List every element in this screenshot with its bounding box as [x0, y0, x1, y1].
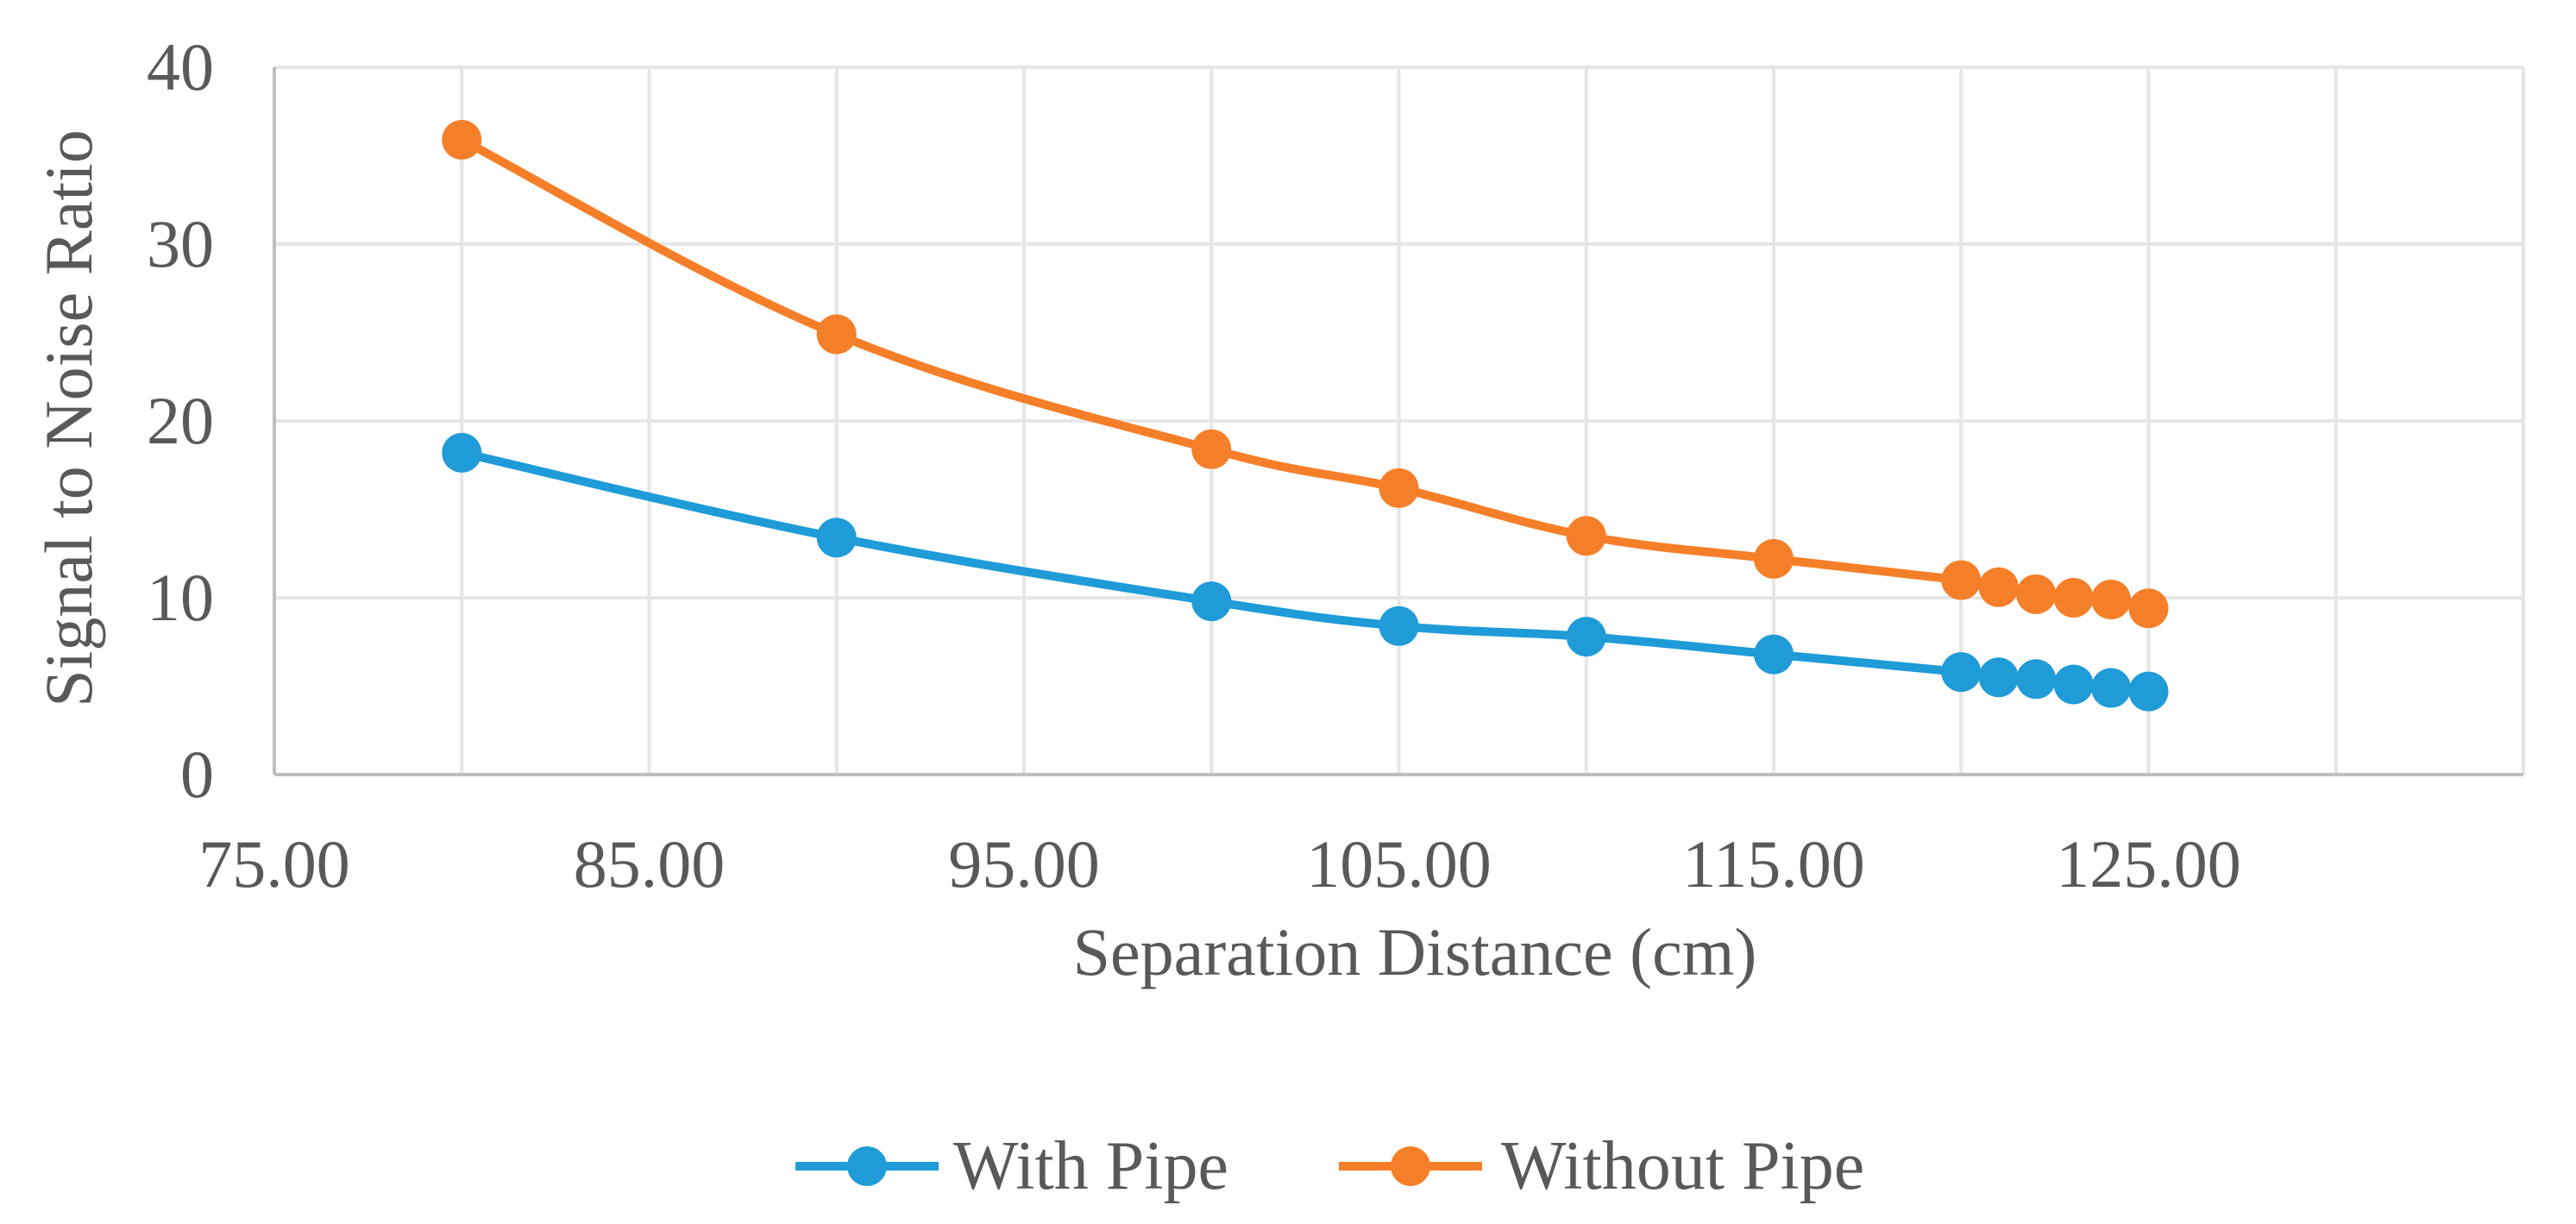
data-point	[2091, 668, 2132, 708]
legend-item: Without Pipe	[1339, 1128, 1864, 1204]
data-point	[1191, 429, 1232, 469]
data-point	[2091, 580, 2132, 620]
data-point	[1379, 468, 1419, 508]
y-tick-label: 10	[147, 560, 214, 635]
y-tick-label: 40	[147, 29, 214, 104]
data-point	[2053, 664, 2094, 705]
x-tick-label: 75.00	[198, 826, 350, 901]
y-tick-label: 20	[147, 383, 214, 458]
x-tick-label: 105.00	[1306, 826, 1492, 901]
legend-item: With Pipe	[795, 1128, 1228, 1204]
x-tick-label: 115.00	[1682, 826, 1865, 901]
series-group	[442, 120, 2169, 712]
data-point	[1941, 560, 1982, 600]
data-point	[2128, 588, 2169, 629]
data-point	[1978, 567, 2019, 607]
data-point	[816, 314, 857, 355]
data-point	[1191, 581, 1232, 622]
legend: With Pipe Without Pipe	[795, 1128, 1864, 1204]
y-tick-label: 30	[147, 206, 214, 281]
legend-label: Without Pipe	[1501, 1128, 1864, 1204]
y-tick-label: 0	[180, 737, 214, 812]
y-axis-title: Signal to Noise Ratio	[31, 129, 106, 706]
series-with-pipe	[442, 432, 2169, 712]
x-tick-label: 85.00	[574, 826, 726, 901]
x-tick-labels: 75.00 85.00 95.00 105.00 115.00 125.00	[198, 826, 2241, 901]
data-point	[1754, 538, 1794, 579]
data-point	[2128, 671, 2169, 712]
series-without-pipe	[442, 120, 2169, 629]
gridlines	[274, 66, 2525, 775]
data-point	[816, 518, 857, 558]
data-point	[1566, 617, 1606, 657]
legend-label: With Pipe	[953, 1128, 1228, 1204]
data-point	[1566, 516, 1606, 556]
data-point	[1754, 634, 1794, 675]
data-point	[2016, 659, 2057, 700]
x-tick-label: 95.00	[948, 826, 1100, 901]
series-line	[457, 135, 2153, 613]
y-tick-labels: 0 10 20 30 40	[147, 29, 214, 812]
data-point	[1379, 606, 1419, 646]
data-point	[1941, 652, 1982, 693]
data-point	[442, 432, 482, 473]
legend-marker	[1391, 1146, 1430, 1186]
data-point	[1978, 657, 2019, 698]
x-axis-title: Separation Distance (cm)	[1073, 914, 1757, 989]
data-point	[442, 120, 482, 160]
data-point	[2053, 578, 2094, 618]
legend-marker	[847, 1146, 887, 1186]
axes	[273, 67, 2523, 776]
data-point	[2016, 574, 2057, 614]
x-tick-label: 125.00	[2056, 826, 2241, 901]
